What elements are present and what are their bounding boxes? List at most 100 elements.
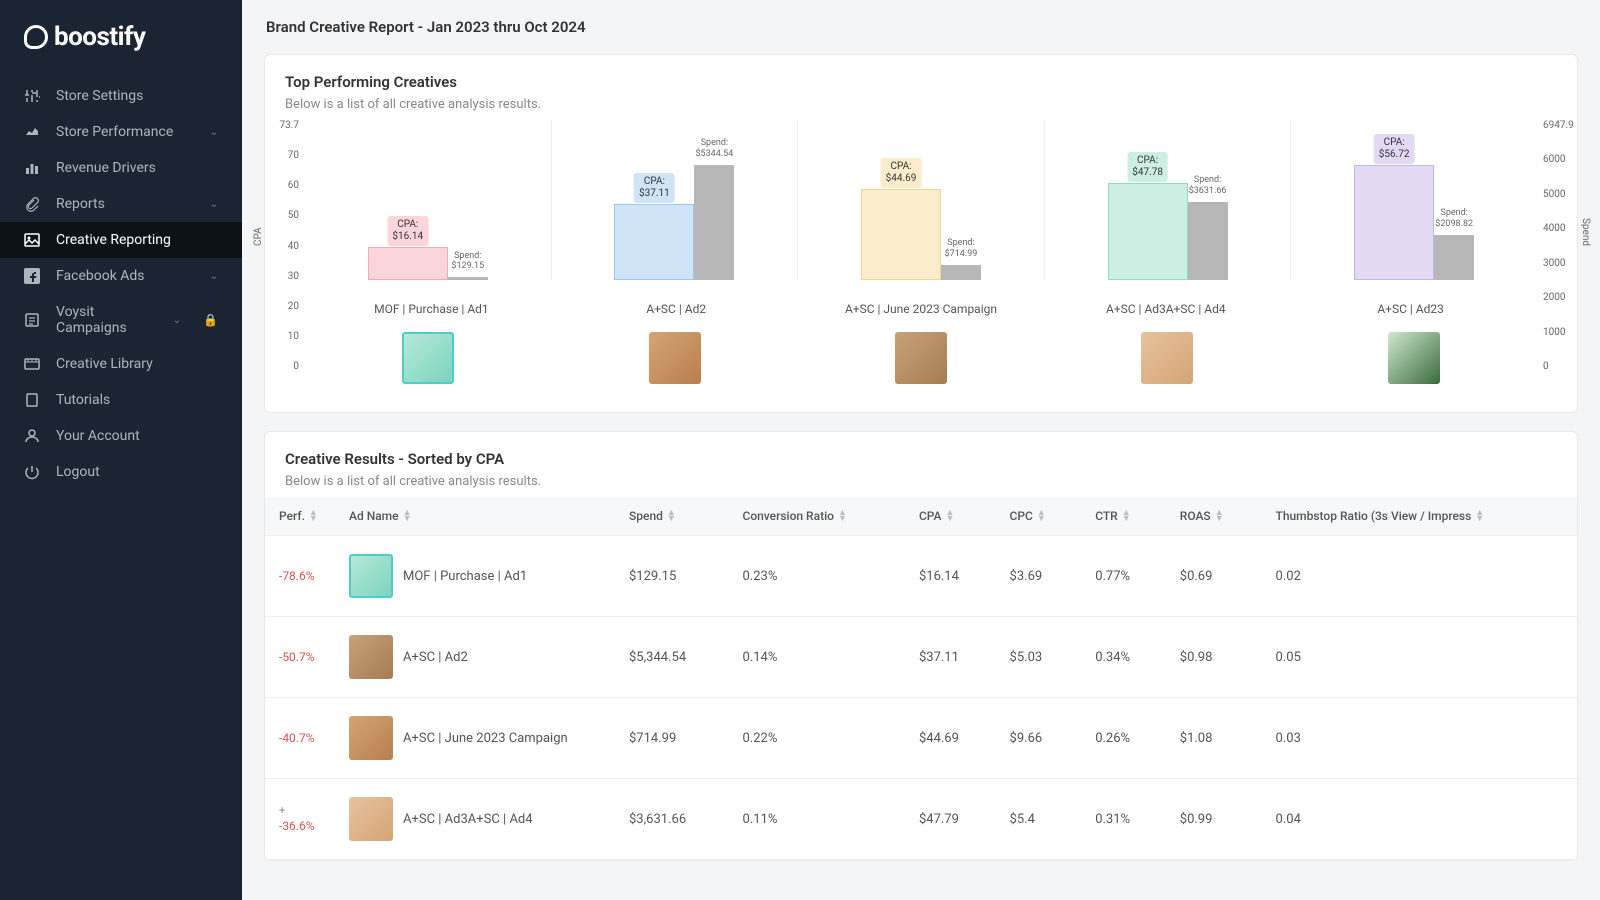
sidebar-item-logout[interactable]: Logout [0,454,242,490]
chevron-down-icon: ⌄ [173,315,181,326]
cpa-bar[interactable]: CPA:$44.69 [861,189,941,280]
facebook-icon [24,268,40,284]
creative-thumbnail[interactable] [649,332,701,384]
lock-icon: 🔒 [203,313,218,327]
bar-name: MOF | Purchase | Ad1 [309,288,554,324]
roas-cell: $0.98 [1166,617,1262,698]
conv-cell: 0.22% [728,698,904,779]
sidebar-item-facebook-ads[interactable]: Facebook Ads ⌄ [0,258,242,294]
ad-thumbnail[interactable] [349,716,393,760]
bar-group: CPA:$47.78 Spend:$3631.66 [1045,120,1292,280]
note-icon [24,312,40,328]
table-row[interactable]: +-36.6% A+SC | Ad3A+SC | Ad4 $3,631.66 0… [265,779,1577,860]
creative-thumbnail[interactable] [402,332,454,384]
sidebar-item-label: Facebook Ads [56,268,145,284]
bar-name: A+SC | Ad3A+SC | Ad4 [1043,288,1288,324]
bar-names-row: MOF | Purchase | Ad1A+SC | Ad2A+SC | Jun… [305,288,1537,324]
sidebar-item-label: Voysit Campaigns [56,304,157,336]
spend-label: Spend:$714.99 [940,235,983,263]
cpa-bar[interactable]: CPA:$16.14 [368,247,448,280]
column-header[interactable]: CPA▲▼ [905,497,996,536]
spend-label: Spend:$5344.54 [691,135,739,163]
sidebar-item-store-performance[interactable]: Store Performance ⌄ [0,114,242,150]
ctr-cell: 0.34% [1081,617,1166,698]
thumbstop-cell: 0.03 [1262,698,1577,779]
column-header[interactable]: CPC▲▼ [996,497,1082,536]
chart-area-icon [24,124,40,140]
table-header-row: Perf.▲▼Ad Name▲▼Spend▲▼Conversion Ratio▲… [265,497,1577,536]
user-icon [24,428,40,444]
column-header[interactable]: Perf.▲▼ [265,497,335,536]
column-header[interactable]: Thumbstop Ratio (3s View / Impress▲▼ [1262,497,1577,536]
perf-cell: +-36.6% [265,779,335,860]
bar-group: CPA:$37.11 Spend:$5344.54 [552,120,799,280]
brand-name: boostify [54,22,145,52]
paperclip-icon [24,196,40,212]
bar-name: A+SC | Ad2 [554,288,799,324]
sidebar-item-voysit-campaigns[interactable]: Voysit Campaigns ⌄ 🔒 [0,294,242,346]
y-axis-left-ticks: 73.7706050403020100 [265,120,303,372]
chart: CPA Spend 73.7706050403020100 6947.96000… [265,120,1577,412]
ad-thumbnail[interactable] [349,635,393,679]
sidebar-item-tutorials[interactable]: Tutorials [0,382,242,418]
sidebar-item-label: Your Account [56,428,140,444]
spend-bar[interactable]: Spend:$129.15 [448,277,488,280]
perf-cell: -40.7% [265,698,335,779]
nav: Store Settings Store Performance ⌄ Reven… [0,70,242,900]
column-header[interactable]: Conversion Ratio▲▼ [728,497,904,536]
cpa-bar[interactable]: CPA:$37.11 [614,204,694,280]
sidebar-item-revenue-drivers[interactable]: Revenue Drivers [0,150,242,186]
spend-bar[interactable]: Spend:$714.99 [941,265,981,280]
results-table: Perf.▲▼Ad Name▲▼Spend▲▼Conversion Ratio▲… [265,497,1577,860]
chevron-down-icon: ⌄ [210,271,218,282]
creative-thumbnail[interactable] [1388,332,1440,384]
spend-label: Spend:$129.15 [446,248,489,276]
sort-icon: ▲▼ [1122,511,1131,522]
table-row[interactable]: -78.6% MOF | Purchase | Ad1 $129.15 0.23… [265,536,1577,617]
cpa-label: CPA:$44.69 [881,158,922,188]
cpa-bar[interactable]: CPA:$56.72 [1354,165,1434,280]
sort-icon: ▲▼ [309,511,318,522]
ad-name-cell: A+SC | Ad3A+SC | Ad4 [335,779,615,860]
thumbstop-cell: 0.04 [1262,779,1577,860]
conv-cell: 0.23% [728,536,904,617]
column-header[interactable]: CTR▲▼ [1081,497,1166,536]
sidebar-item-your-account[interactable]: Your Account [0,418,242,454]
power-icon [24,464,40,480]
cpc-cell: $5.4 [996,779,1082,860]
column-header[interactable]: Spend▲▼ [615,497,728,536]
image-icon [24,232,40,248]
ctr-cell: 0.77% [1081,536,1166,617]
roas-cell: $0.69 [1166,536,1262,617]
creative-thumbnail[interactable] [1141,332,1193,384]
cpa-label: CPA:$47.78 [1127,152,1168,182]
table-row[interactable]: -50.7% A+SC | Ad2 $5,344.54 0.14% $37.11… [265,617,1577,698]
ad-thumbnail[interactable] [349,554,393,598]
ad-thumbnail[interactable] [349,797,393,841]
table-row[interactable]: -40.7% A+SC | June 2023 Campaign $714.99… [265,698,1577,779]
chevron-down-icon: ⌄ [210,199,218,210]
sidebar-item-reports[interactable]: Reports ⌄ [0,186,242,222]
column-header[interactable]: ROAS▲▼ [1166,497,1262,536]
cpc-cell: $5.03 [996,617,1082,698]
spend-bar[interactable]: Spend:$5344.54 [694,165,734,280]
video-icon [24,356,40,372]
results-subtitle: Below is a list of all creative analysis… [285,474,1557,489]
sidebar-item-creative-reporting[interactable]: Creative Reporting [0,222,242,258]
sort-icon: ▲▼ [1215,511,1224,522]
bar-group: CPA:$56.72 Spend:$2098.82 [1291,120,1537,280]
top-card-title: Top Performing Creatives [285,73,1557,91]
sidebar-item-store-settings[interactable]: Store Settings [0,78,242,114]
book-icon [24,392,40,408]
spend-bar[interactable]: Spend:$2098.82 [1434,235,1474,280]
spend-cell: $5,344.54 [615,617,728,698]
thumbstop-cell: 0.02 [1262,536,1577,617]
sidebar-item-label: Store Settings [56,88,143,104]
spend-bar[interactable]: Spend:$3631.66 [1188,202,1228,280]
sort-icon: ▲▼ [403,511,412,522]
creative-thumbnail[interactable] [895,332,947,384]
cpa-bar[interactable]: CPA:$47.78 [1108,183,1188,280]
conv-cell: 0.14% [728,617,904,698]
column-header[interactable]: Ad Name▲▼ [335,497,615,536]
sidebar-item-creative-library[interactable]: Creative Library [0,346,242,382]
